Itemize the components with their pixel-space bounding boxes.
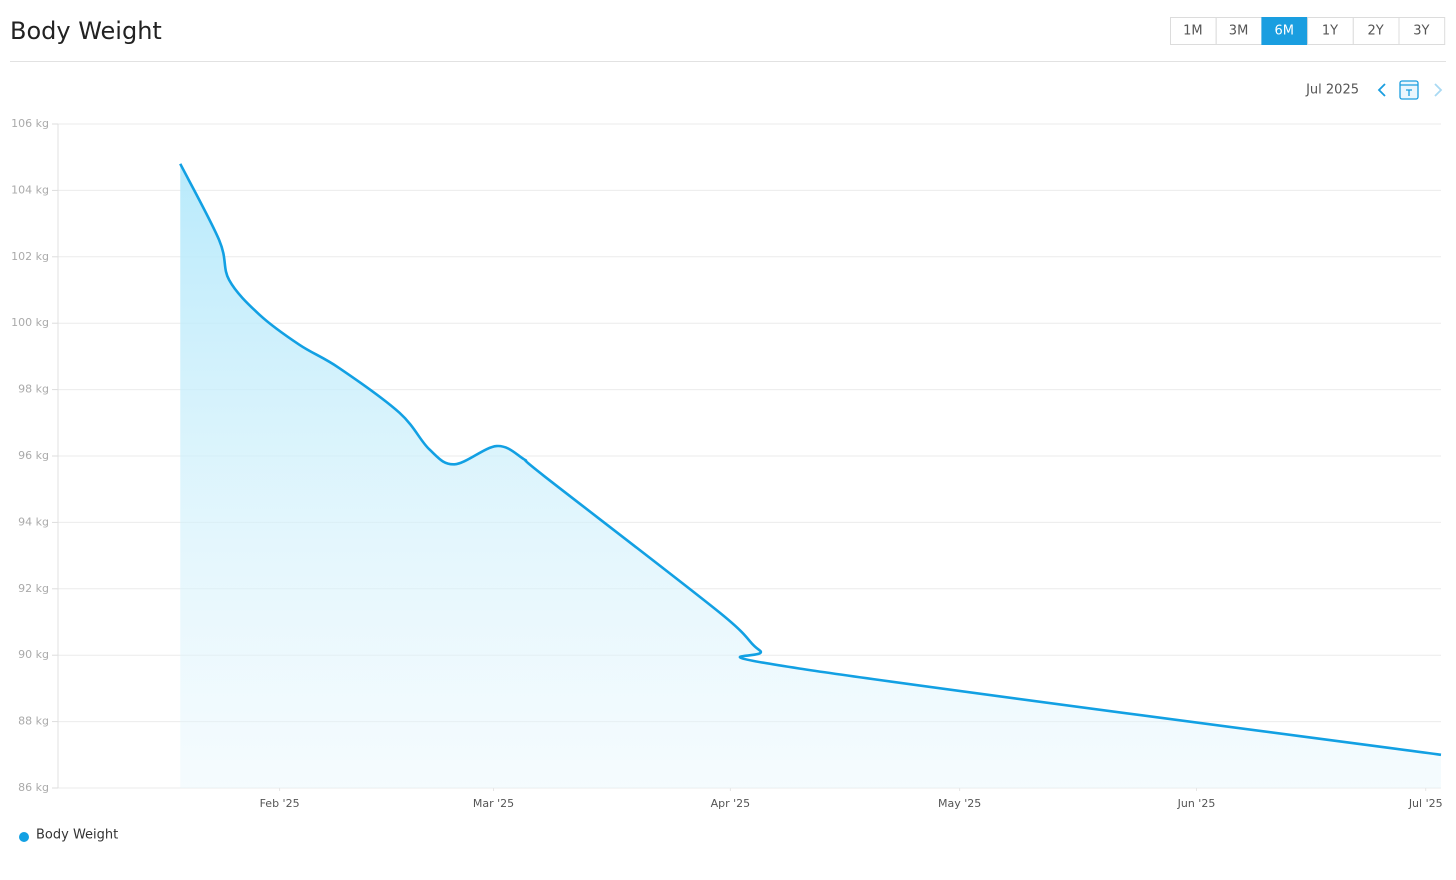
y-tick-label: 86 kg xyxy=(18,781,49,794)
range-button[interactable]: 2Y xyxy=(1352,17,1400,45)
range-button[interactable]: 3Y xyxy=(1398,17,1446,45)
range-button-bg xyxy=(1170,17,1217,45)
legend-label: Body Weight xyxy=(36,828,118,843)
range-buttons: 1M 3M 6M 1Y 2Y 3Y xyxy=(1170,17,1446,45)
range-button-label: 3M xyxy=(1229,24,1249,39)
range-button-bg xyxy=(1215,17,1263,45)
area xyxy=(180,163,1441,789)
y-tick-label: 98 kg xyxy=(18,383,49,396)
range-button-bg xyxy=(1352,17,1400,45)
line xyxy=(179,163,1442,757)
y-tick-label: 90 kg xyxy=(18,648,49,661)
calendar-icon-t xyxy=(1406,89,1412,96)
range-button[interactable]: 1Y xyxy=(1307,17,1354,45)
range-button-label: 1M xyxy=(1183,24,1203,39)
range-button[interactable]: 1M xyxy=(1170,17,1217,45)
legend-marker xyxy=(19,832,29,842)
chart: 86 kg 88 kg 90 kg 92 kg 94 kg 96 kg 98 kg 100 k… xyxy=(11,117,1442,843)
x-tick-label: Mar '25 xyxy=(473,797,514,810)
x-tick-label: Jun '25 xyxy=(1177,797,1216,810)
calendar-button[interactable] xyxy=(1399,80,1419,100)
next-button[interactable] xyxy=(1434,83,1443,97)
x-tick-label: Jul '25 xyxy=(1408,797,1443,810)
period-label: Jul 2025 xyxy=(1305,83,1359,98)
x-tick-label: May '25 xyxy=(938,797,981,810)
y-tick-label: 104 kg xyxy=(11,183,49,196)
range-button-label: 6M xyxy=(1275,24,1295,39)
y-tick-label: 92 kg xyxy=(18,582,49,595)
range-button-label: 1Y xyxy=(1322,24,1338,39)
prev-button[interactable] xyxy=(1377,83,1386,97)
range-button-label: 2Y xyxy=(1368,24,1384,39)
x-tick-label: Apr '25 xyxy=(711,797,751,810)
y-tick-label: 94 kg xyxy=(18,515,49,528)
page-title: Body Weight xyxy=(10,17,162,45)
range-button-label: 3Y xyxy=(1413,24,1429,39)
y-tick-label: 100 kg xyxy=(11,316,49,329)
y-tick-label: 96 kg xyxy=(18,449,49,462)
y-tick-label: 102 kg xyxy=(11,250,49,263)
range-button[interactable]: 3M xyxy=(1215,17,1263,45)
x-tick-label: Feb '25 xyxy=(260,797,300,810)
range-button-bg xyxy=(1261,17,1309,45)
range-button-bg xyxy=(1398,17,1446,45)
y-tick-label: 106 kg xyxy=(11,117,49,130)
range-button-bg xyxy=(1307,17,1354,45)
range-button[interactable]: 6M xyxy=(1261,17,1309,45)
y-tick-label: 88 kg xyxy=(18,715,49,728)
